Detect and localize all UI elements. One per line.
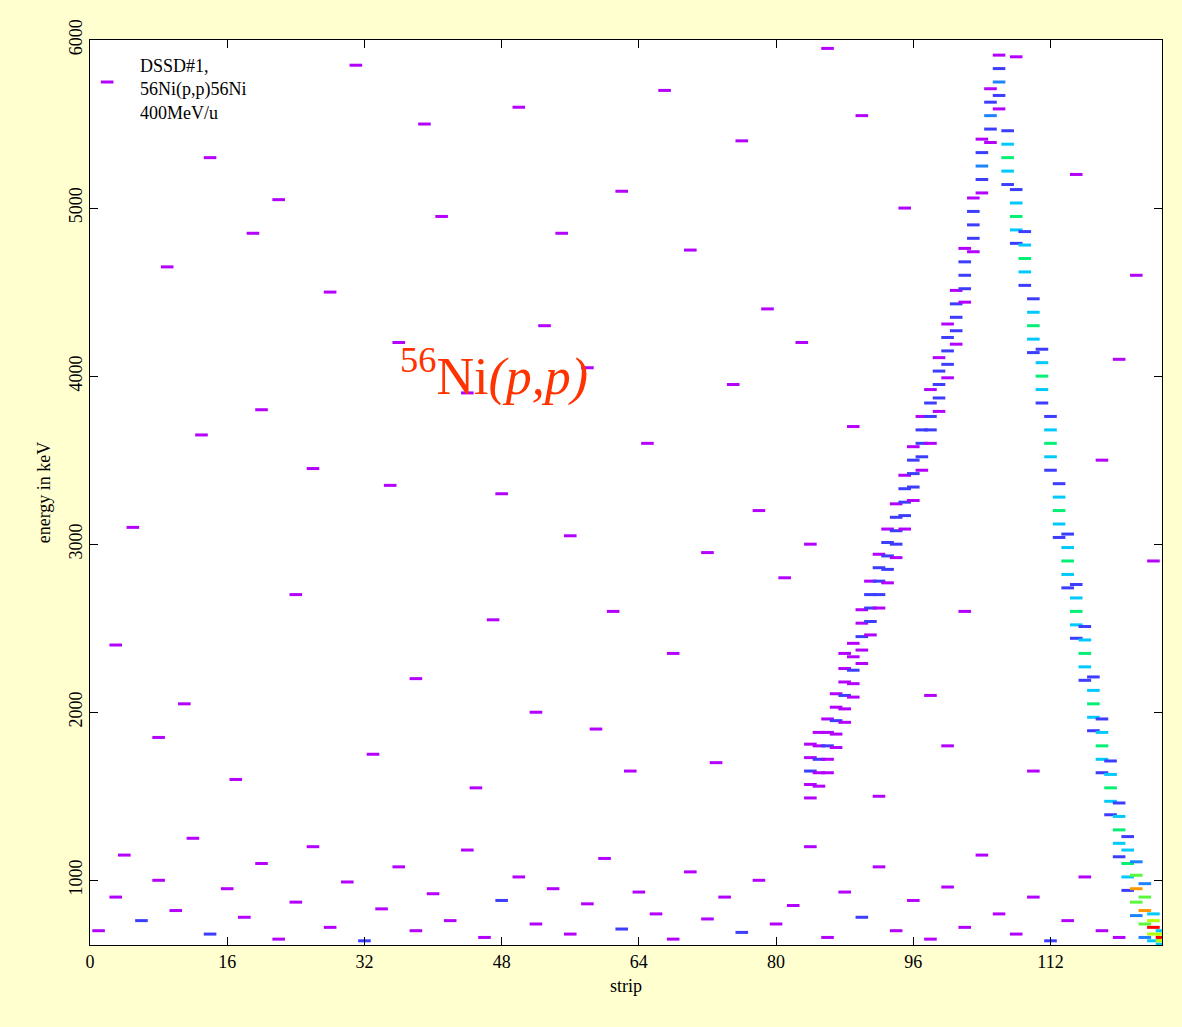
svg-text:energy in keV: energy in keV (34, 442, 54, 544)
svg-text:64: 64 (630, 952, 648, 972)
svg-text:DSSD#1,56Ni(p,p)56Ni400MeV/u: DSSD#1,56Ni(p,p)56Ni400MeV/u (140, 56, 247, 123)
svg-text:3000: 3000 (66, 523, 86, 559)
svg-text:48: 48 (493, 952, 511, 972)
svg-text:32: 32 (355, 952, 373, 972)
svg-text:5000: 5000 (66, 187, 86, 223)
svg-text:1000: 1000 (66, 860, 86, 896)
svg-text:2000: 2000 (66, 692, 86, 728)
svg-text:80: 80 (767, 952, 785, 972)
svg-text:strip: strip (610, 976, 642, 996)
svg-text:16: 16 (218, 952, 236, 972)
svg-text:​56​Ni(p,p): ​56​Ni(p,p) (400, 340, 588, 406)
svg-text:96: 96 (904, 952, 922, 972)
svg-text:112: 112 (1037, 952, 1063, 972)
svg-text:4000: 4000 (66, 355, 86, 391)
svg-text:6000: 6000 (66, 19, 86, 55)
svg-text:0: 0 (86, 952, 95, 972)
